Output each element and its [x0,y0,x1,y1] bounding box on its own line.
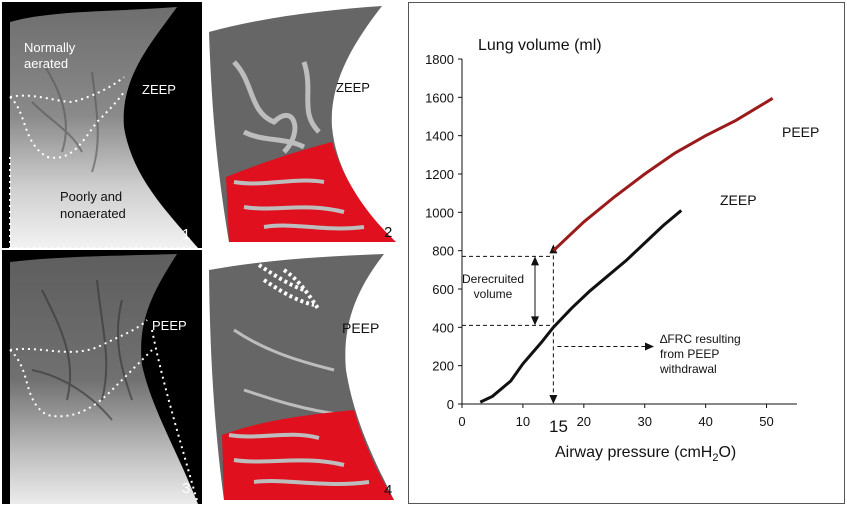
x-tick-label: 50 [759,414,773,429]
y-tick-label: 400 [432,320,454,335]
y-tick-label: 1800 [425,52,454,67]
series-label-peep: PEEP [782,124,819,140]
ct-panel-peep: PEEP 3 [2,250,202,504]
mode-label-peep-seg: PEEP [342,320,380,336]
x-tick-label: 10 [516,414,530,429]
y-tick-label: 1400 [425,129,454,144]
x-axis-label-prefix: Airway pressure (cmH [555,444,712,461]
mode-label-zeep-ct: ZEEP [142,82,176,97]
series-label-zeep: ZEEP [720,192,757,208]
guide-lines [462,244,654,404]
x-tick-label: 40 [698,414,712,429]
seg-panel-peep: PEEP 4 [204,250,404,504]
ct-panel-zeep: Normally aerated Poorly and nonaerated Z… [2,2,202,248]
seg-panel-zeep: ZEEP 2 [204,2,404,248]
dfrc-line3: withdrawal [659,362,717,376]
y-tick-label: 1600 [425,90,454,105]
x-axis-label-suffix: O) [718,444,736,461]
derecruited-arrow-bottom [531,316,539,326]
dfrc-label: ∆FRC resulting from PEEP withdrawal [659,332,741,376]
chart-axes [458,58,797,408]
seg-image-peep [209,254,394,500]
pressure-arrow-down [549,395,558,404]
y-tick-label: 1200 [425,167,454,182]
x-axis-label: Airway pressure (cmH2O) [555,444,736,464]
derecruited-arrow-top [531,256,539,266]
chart-frame [408,2,845,504]
derecruited-line1: Derecruited [462,272,524,286]
panel-number-1: 1 [182,226,191,243]
derecruited-line2: volume [474,287,513,301]
x-tick-labels: 0 10 20 30 40 50 [458,414,773,429]
x-tick-label: 0 [458,414,465,429]
special-tick-15: 15 [549,417,568,436]
chart-title: Lung volume (ml) [478,37,602,54]
series-line-peep [552,97,774,252]
panel-number-4: 4 [384,482,393,499]
ct-image-zeep [9,7,198,248]
y-tick-label: 0 [447,397,454,412]
poorly-nonaerated-label: Poorly and nonaerated [60,189,126,221]
ct-image-peep [9,254,199,504]
dfrc-line2: from PEEP [660,347,719,361]
y-tick-label: 1000 [425,205,454,220]
y-tick-labels: 0 200 400 600 800 1000 1200 1400 1600 1800 [425,52,454,412]
panel-number-3: 3 [182,480,191,497]
mode-label-zeep-seg: ZEEP [336,80,370,95]
dfrc-arrow [645,342,654,351]
series-lines [479,97,774,404]
x-tick-label: 30 [637,414,651,429]
panel-number-2: 2 [384,224,393,241]
normally-aerated-label: Normally aerated [24,40,76,71]
dfrc-line1: ∆FRC resulting [660,332,741,346]
x-tick-label: 20 [577,414,591,429]
seg-image-zeep [209,6,396,242]
series-line-zeep [479,209,683,404]
y-tick-label: 600 [432,282,454,297]
derecruited-label: Derecruited volume [462,272,524,301]
mode-label-peep-ct: PEEP [152,318,187,333]
x-axis-label-sub: 2 [712,452,718,464]
y-tick-label: 200 [432,359,454,374]
y-tick-label: 800 [432,244,454,259]
